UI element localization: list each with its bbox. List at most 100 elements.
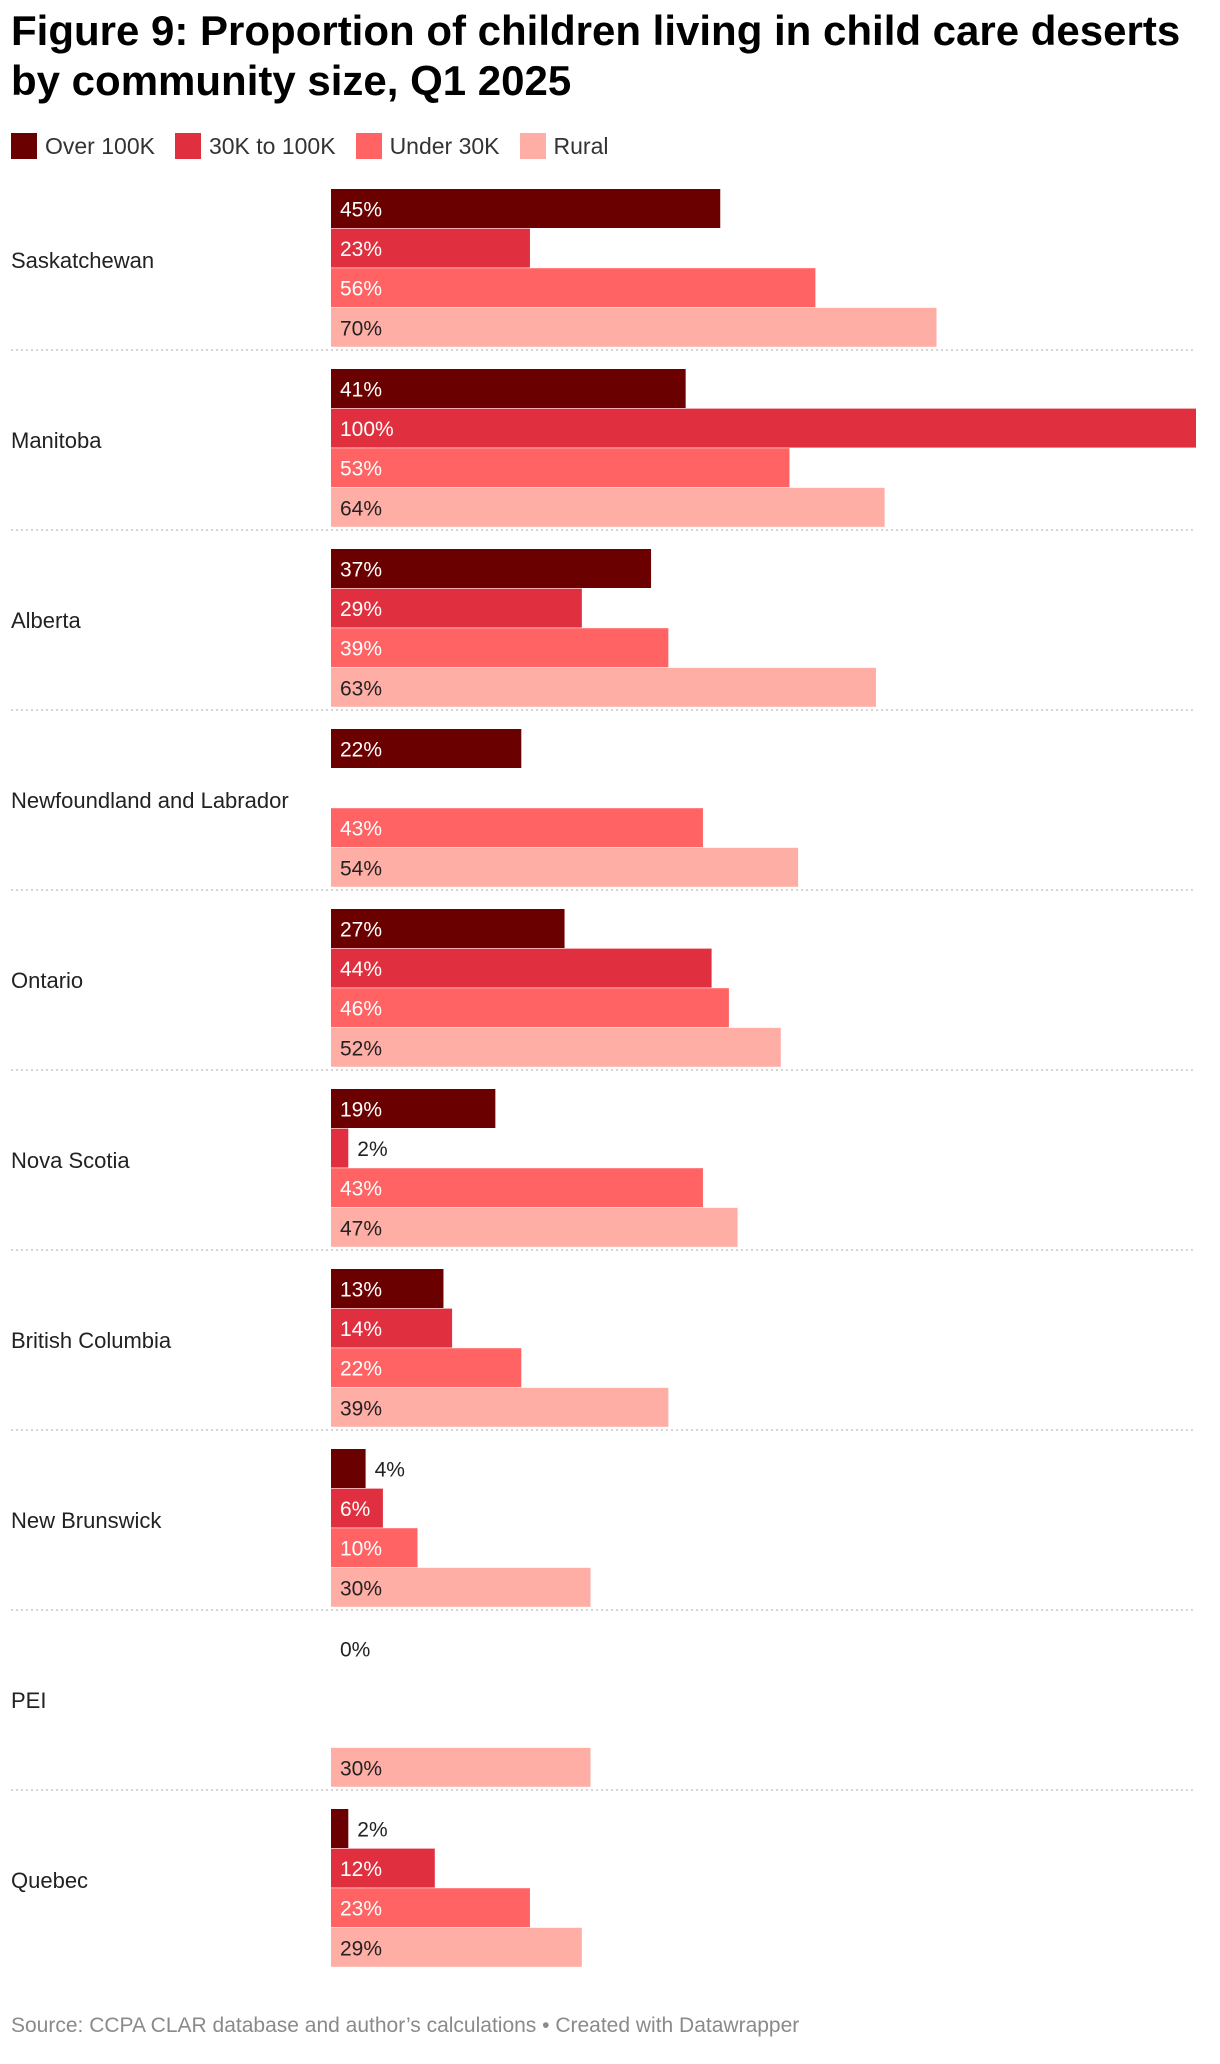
data-label: 43% bbox=[340, 818, 382, 841]
data-label: 43% bbox=[340, 1178, 382, 1201]
data-label: 4% bbox=[375, 1459, 405, 1482]
category-label: Saskatchewan bbox=[11, 248, 154, 273]
bar-30k-to-100k bbox=[331, 408, 1196, 448]
data-label: 19% bbox=[340, 1099, 382, 1122]
data-label: 100% bbox=[340, 418, 394, 441]
data-label: 52% bbox=[340, 1037, 382, 1060]
bar-rural bbox=[331, 1567, 591, 1607]
legend-label: Rural bbox=[553, 132, 609, 159]
bar-rural bbox=[331, 1207, 738, 1247]
legend-item-under-30k: Under 30K bbox=[355, 132, 500, 160]
bar-over-100k bbox=[331, 189, 721, 228]
bar-under-30k bbox=[331, 448, 790, 488]
group-british-columbia: British Columbia 13% 14% 22% 39% bbox=[11, 1269, 1196, 1431]
legend-swatch bbox=[174, 133, 201, 159]
bar-under-30k bbox=[331, 1348, 522, 1388]
source-note: Source: CCPA CLAR database and author’s … bbox=[11, 2014, 800, 2037]
legend-item-rural: Rural bbox=[519, 132, 609, 160]
data-label: 14% bbox=[340, 1318, 382, 1341]
data-label: 23% bbox=[340, 238, 382, 261]
bar-over-100k bbox=[331, 909, 565, 948]
bar-30k-to-100k bbox=[331, 228, 530, 268]
data-label: 2% bbox=[357, 1138, 387, 1161]
data-label: 12% bbox=[340, 1858, 382, 1881]
data-label: 30% bbox=[340, 1577, 382, 1600]
data-label: 29% bbox=[340, 598, 382, 621]
data-label: 63% bbox=[340, 677, 382, 700]
bar-rural bbox=[331, 487, 885, 527]
legend-swatch bbox=[355, 133, 382, 159]
group-pei: PEI 0% 30% bbox=[11, 1639, 1196, 1791]
legend-label: 30K to 100K bbox=[208, 132, 336, 159]
bar-under-30k bbox=[331, 1528, 418, 1568]
bar-over-100k bbox=[331, 1449, 366, 1488]
data-label: 64% bbox=[340, 497, 382, 520]
bar-over-100k bbox=[331, 1089, 496, 1128]
group-quebec: Quebec 2% 12% 23% 29% bbox=[11, 1809, 582, 1967]
data-label: 6% bbox=[340, 1498, 370, 1521]
bar-over-100k bbox=[331, 369, 686, 408]
data-label: 53% bbox=[340, 458, 382, 481]
data-label: 54% bbox=[340, 857, 382, 880]
legend-item-30k-to-100k: 30K to 100K bbox=[174, 132, 336, 160]
data-label: 30% bbox=[340, 1757, 382, 1780]
data-label: 0% bbox=[340, 1639, 370, 1662]
data-label: 39% bbox=[340, 638, 382, 661]
data-label: 22% bbox=[340, 1358, 382, 1381]
legend-swatch bbox=[519, 133, 546, 159]
data-label: 39% bbox=[340, 1397, 382, 1420]
group-ontario: Ontario 27% 44% 46% 52% bbox=[11, 909, 1196, 1071]
legend-swatch bbox=[11, 133, 37, 159]
bar-30k-to-100k bbox=[331, 588, 582, 628]
category-label: Manitoba bbox=[11, 428, 102, 453]
group-manitoba: Manitoba 41% 100% 53% 64% bbox=[11, 369, 1196, 531]
bar-under-30k bbox=[331, 1168, 703, 1208]
data-label: 45% bbox=[340, 199, 382, 222]
bar-over-100k bbox=[331, 1269, 444, 1308]
data-label: 37% bbox=[340, 559, 382, 582]
bar-30k-to-100k bbox=[331, 948, 712, 988]
data-label: 2% bbox=[357, 1819, 387, 1842]
bar-under-30k bbox=[331, 808, 703, 848]
bar-over-100k bbox=[331, 549, 652, 588]
bar-rural bbox=[331, 847, 799, 887]
bar-rural bbox=[331, 307, 937, 347]
category-label: New Brunswick bbox=[11, 1508, 162, 1533]
bar-over-100k bbox=[331, 1809, 349, 1848]
category-label: Ontario bbox=[11, 968, 83, 993]
legend-label: Under 30K bbox=[389, 132, 500, 159]
bar-rural bbox=[331, 1747, 591, 1787]
chart-plot-area: Saskatchewan 45% 23% 56% 70% Manitoba 41% 100% 5… bbox=[11, 189, 1196, 1967]
legend-item-over-100k: Over 100K bbox=[11, 133, 155, 160]
bar-30k-to-100k bbox=[331, 1848, 435, 1888]
data-label: 22% bbox=[340, 739, 382, 762]
bar-rural bbox=[331, 1027, 781, 1067]
bar-under-30k bbox=[331, 988, 729, 1028]
category-label: British Columbia bbox=[11, 1328, 172, 1353]
group-saskatchewan: Saskatchewan 45% 23% 56% 70% bbox=[11, 189, 1196, 351]
bar-under-30k bbox=[331, 268, 816, 308]
data-label: 46% bbox=[340, 998, 382, 1021]
category-label: Nova Scotia bbox=[11, 1148, 130, 1173]
legend-label: Over 100K bbox=[45, 132, 155, 159]
category-label: Alberta bbox=[11, 608, 81, 633]
chart-title: Figure 9: Proportion of children living … bbox=[11, 7, 1181, 104]
data-label: 47% bbox=[340, 1217, 382, 1240]
data-label: 29% bbox=[340, 1937, 382, 1960]
group-alberta: Alberta 37% 29% 39% 63% bbox=[11, 549, 1196, 711]
bar-30k-to-100k bbox=[331, 1128, 349, 1168]
bar-under-30k bbox=[331, 1888, 530, 1928]
data-label: 27% bbox=[340, 919, 382, 942]
group-nova-scotia: Nova Scotia 19% 2% 43% 47% bbox=[11, 1089, 1196, 1251]
category-label: Quebec bbox=[11, 1868, 88, 1893]
category-label: Newfoundland and Labrador bbox=[11, 788, 289, 813]
bar-30k-to-100k bbox=[331, 1308, 453, 1348]
bar-rural bbox=[331, 1927, 582, 1967]
bar-rural bbox=[331, 1387, 669, 1427]
data-label: 70% bbox=[340, 317, 382, 340]
bar-rural bbox=[331, 667, 876, 707]
data-label: 44% bbox=[340, 958, 382, 981]
legend: Over 100K 30K to 100K Under 30K Rural bbox=[11, 131, 629, 161]
group-new-brunswick: New Brunswick 4%6% 10% 30% bbox=[11, 1449, 1196, 1611]
data-label: 56% bbox=[340, 278, 382, 301]
